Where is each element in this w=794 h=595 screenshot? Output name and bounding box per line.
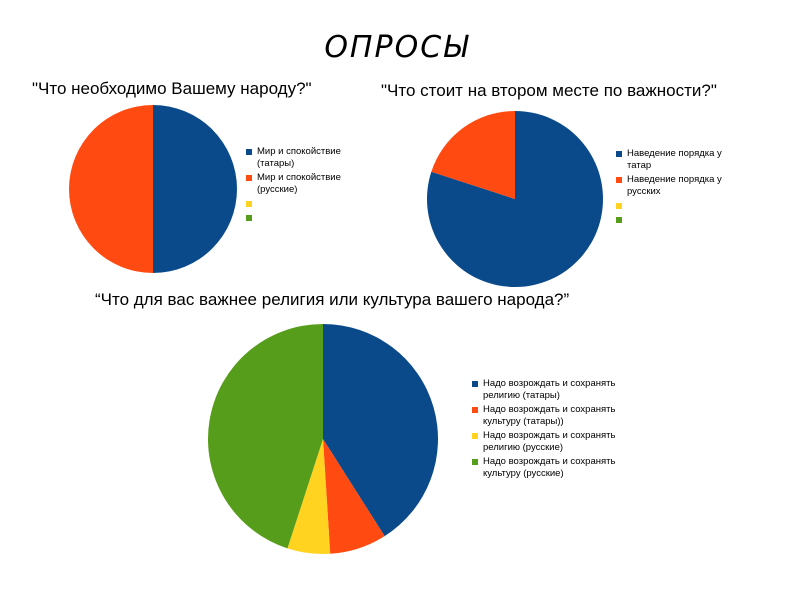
pie-slice [426,111,603,288]
legend-label: Мир и спокойствие (татары) [257,146,341,169]
pie-slice [287,439,331,554]
legend-label: Наведение порядка у татар [627,148,722,171]
legend-swatch [616,217,622,223]
pie-chart-2 [426,111,603,288]
legend-item: Мир и спокойствие (татары) [246,146,356,170]
legend-item [616,214,726,226]
legend-label: Надо возрождать и сохранять культуру (та… [483,404,616,427]
legend-item: Надо возрождать и сохранять культуру (та… [472,404,632,428]
legend-label: Наведение порядка у русских [627,174,722,197]
pie-slice [323,439,385,554]
legend-item: Наведение порядка у русских [616,174,726,198]
legend-item: Мир и спокойствие (русские) [246,172,356,196]
legend-label: Надо возрождать и сохранять религию (тат… [483,378,616,401]
legend-swatch [472,459,478,465]
legend-swatch [246,201,252,207]
pie-chart-1 [69,105,237,273]
legend-item [246,198,356,210]
pie-slice [323,324,438,537]
chart-1-title: "Что необходимо Вашему народу?" [32,79,312,98]
legend-swatch [246,149,252,155]
legend-swatch [246,215,252,221]
legend-item: Наведение порядка у татар [616,148,726,172]
pie-slice [207,324,323,549]
legend-label: Надо возрождать и сохранять религию (рус… [483,430,616,453]
pie-slice [153,105,237,273]
chart-1-legend: Мир и спокойствие (татары) Мир и спокойст… [246,146,356,226]
legend-swatch [472,381,478,387]
legend-item: Надо возрождать и сохранять религию (тат… [472,378,632,402]
legend-swatch [472,433,478,439]
chart-3-legend: Надо возрождать и сохранять религию (тат… [472,378,632,482]
legend-swatch [472,407,478,413]
legend-item [246,212,356,224]
chart-2-title: "Что стоит на втором месте по важности?" [381,81,717,100]
legend-label: Мир и спокойствие (русские) [257,172,341,195]
chart-2-legend: Наведение порядка у татар Наведение поряд… [616,148,726,228]
pie-slice [431,111,515,199]
chart-3-title: “Что для вас важнее религия или культура… [95,290,570,309]
legend-item: Надо возрождать и сохранять религию (рус… [472,430,632,454]
pie-chart-3 [207,324,438,554]
legend-swatch [616,151,622,157]
page-title: ОПРОСЫ [324,30,470,65]
legend-item: Надо возрождать и сохранять культуру (ру… [472,456,632,480]
pie-slice [69,105,153,273]
legend-label: Надо возрождать и сохранять культуру (ру… [483,456,616,479]
legend-swatch [616,203,622,209]
legend-swatch [246,175,252,181]
legend-swatch [616,177,622,183]
legend-item [616,200,726,212]
